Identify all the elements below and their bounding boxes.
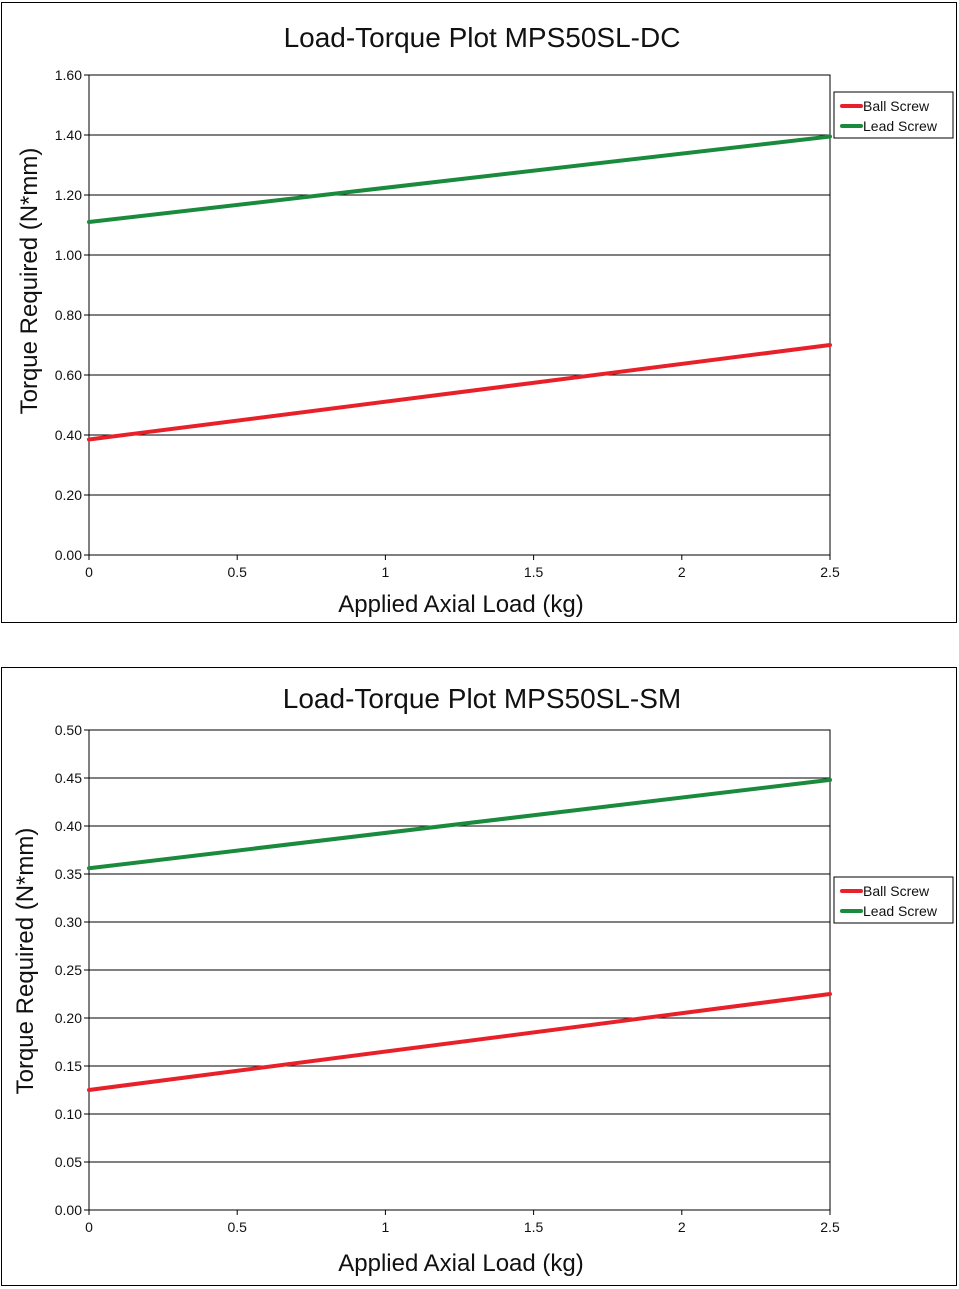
y-tick-label: 0.00 (55, 547, 82, 563)
series-line-ball-screw (87, 343, 832, 442)
x-axis-title: Applied Axial Load (kg) (338, 591, 583, 618)
x-tick-label: 0 (85, 1219, 93, 1235)
y-tick-label: 1.00 (55, 247, 82, 263)
legend-box (833, 876, 954, 924)
y-tick-label: 0.10 (55, 1106, 82, 1122)
y-tick-label: 0.30 (55, 914, 82, 930)
legend-label: Lead Screw (863, 118, 938, 134)
legend: Ball Screw Lead Screw (833, 876, 954, 924)
y-tick-label: 1.60 (55, 67, 82, 83)
series-line-lead-screw (87, 777, 832, 871)
y-tick-label: 0.50 (55, 722, 82, 738)
y-axis-title: Torque Required (N*mm) (16, 148, 43, 415)
y-tick-label: 0.25 (55, 962, 82, 978)
y-tick-label: 0.35 (55, 866, 82, 882)
x-tick-label: 2.5 (820, 1219, 840, 1235)
y-tick-label: 0.60 (55, 367, 82, 383)
series-line-lead-screw (87, 134, 832, 224)
y-tick-label: 0.20 (55, 1010, 82, 1026)
plot-border (88, 74, 831, 556)
plot-area: 0.00 0.20 0.40 0.60 0.80 1.00 1.20 1.40 1.60 0 0.5… (55, 67, 954, 580)
chart-sm: Load-Torque Plot MPS50SL-SM Applied Axia… (12, 683, 954, 1277)
chart-title: Load-Torque Plot MPS50SL-SM (283, 683, 681, 714)
y-tick-label: 1.40 (55, 127, 82, 143)
legend-label: Lead Screw (863, 903, 938, 919)
y-tick-label: 0.00 (55, 1202, 82, 1218)
x-axis-title: Applied Axial Load (kg) (338, 1250, 583, 1277)
plot-border (88, 729, 831, 1211)
x-tick-label: 2.5 (820, 564, 840, 580)
legend-label: Ball Screw (863, 883, 930, 899)
y-axis-title: Torque Required (N*mm) (12, 828, 39, 1095)
legend-box (833, 91, 954, 139)
plot-area: 0.00 0.05 0.10 0.15 0.20 0.25 0.30 0.35 0.40 0.45… (55, 722, 954, 1235)
y-tick-label: 1.20 (55, 187, 82, 203)
legend-label: Ball Screw (863, 98, 930, 114)
y-tick-label: 0.45 (55, 770, 82, 786)
chart-panel-dc: Load-Torque Plot MPS50SL-DC Applied Axia… (1, 2, 957, 623)
y-tick-label: 0.05 (55, 1154, 82, 1170)
legend: Ball Screw Lead Screw (833, 91, 954, 139)
x-tick-label: 1.5 (524, 564, 544, 580)
series-line-ball-screw (87, 992, 832, 1092)
y-tick-label: 0.40 (55, 818, 82, 834)
y-tick-label: 0.15 (55, 1058, 82, 1074)
x-tick-label: 0 (85, 564, 93, 580)
x-tick-label: 2 (678, 564, 686, 580)
y-tick-label: 0.20 (55, 487, 82, 503)
x-tick-label: 2 (678, 1219, 686, 1235)
x-tick-label: 1 (382, 1219, 390, 1235)
y-tick-label: 0.40 (55, 427, 82, 443)
x-tick-label: 0.5 (227, 1219, 247, 1235)
chart-dc: Load-Torque Plot MPS50SL-DC Applied Axia… (16, 22, 954, 618)
y-tick-label: 0.80 (55, 307, 82, 323)
x-tick-label: 1 (382, 564, 390, 580)
chart-panel-sm: Load-Torque Plot MPS50SL-SM Applied Axia… (1, 667, 957, 1286)
x-tick-label: 1.5 (524, 1219, 544, 1235)
x-tick-label: 0.5 (227, 564, 247, 580)
chart-title: Load-Torque Plot MPS50SL-DC (284, 22, 681, 53)
